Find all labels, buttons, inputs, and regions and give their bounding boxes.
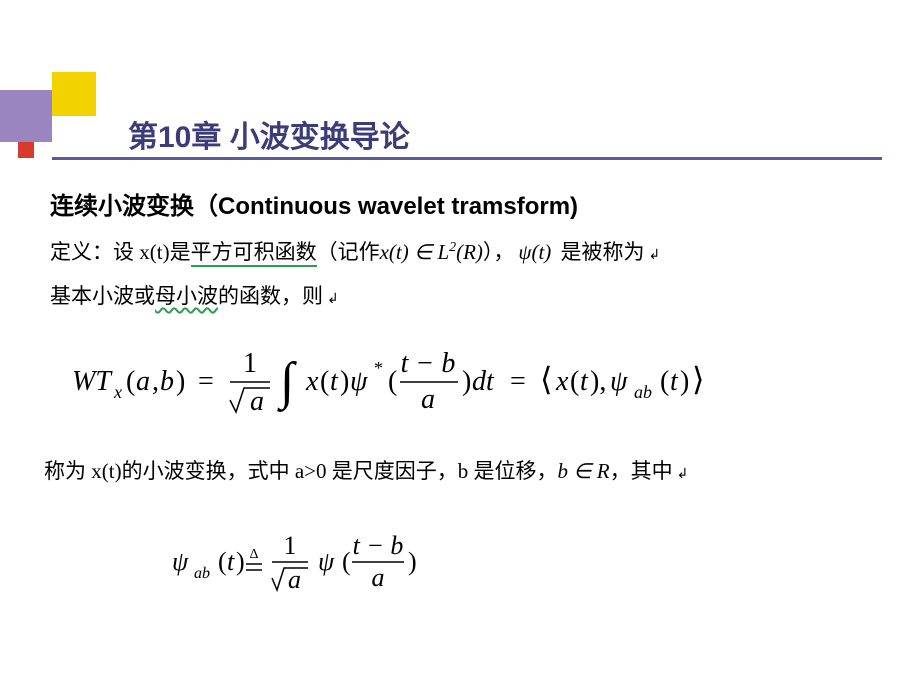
svg-text:(: ( xyxy=(126,366,135,397)
svg-text:ab: ab xyxy=(634,382,652,402)
paragraph-mark-1: ↲ xyxy=(649,248,661,263)
def-a: 定义：设 x(t)是 xyxy=(50,240,191,264)
svg-text:(: ( xyxy=(320,366,329,397)
def-d: ）， xyxy=(483,240,515,264)
definition-line-2: 基本小波或母小波的函数，则 ↲ xyxy=(50,280,339,314)
def2-c: 的函数，则 xyxy=(218,284,323,308)
def-c: （记作 xyxy=(317,240,380,264)
svg-text:(: ( xyxy=(570,366,579,397)
svg-text:1: 1 xyxy=(243,348,257,379)
title-underline-bar xyxy=(52,157,882,160)
svg-text:): ) xyxy=(408,547,417,576)
section-subtitle: 连续小波变换（Continuous wavelet tramsform) xyxy=(50,186,578,221)
def-wavy: 母小波 xyxy=(155,284,218,308)
chapter-title: 第10章 小波变换导论 xyxy=(128,112,410,156)
def2-a: 基本小波或 xyxy=(50,284,155,308)
svg-text:t: t xyxy=(227,547,235,576)
svg-text:ψ: ψ xyxy=(172,547,189,576)
post-equation-text: 称为 x(t)的小波变换，式中 a>0 是尺度因子，b 是位移，b ∈ R，其中… xyxy=(44,455,688,489)
svg-text:⟨: ⟨ xyxy=(540,361,552,397)
svg-text:): ) xyxy=(462,366,471,397)
svg-text:): ) xyxy=(176,366,185,397)
svg-text:*: * xyxy=(374,358,383,378)
post-b: ，其中 xyxy=(610,459,673,483)
svg-text:t: t xyxy=(670,366,679,397)
svg-text:): ) xyxy=(236,547,245,576)
psi-ab-definition-equation: ψ ab ( t ) Δ 1 a ψ ( t − b a ) xyxy=(172,524,462,596)
def-psi-t: ψ(t) xyxy=(518,240,551,264)
def-math-xt: x(t) ∈ L2(R) xyxy=(380,240,483,264)
svg-text:=: = xyxy=(198,366,214,397)
svg-text:): ) xyxy=(340,366,349,397)
svg-text:t − b: t − b xyxy=(401,348,456,379)
red-square xyxy=(18,142,34,158)
paragraph-mark-3: ↲ xyxy=(677,467,689,482)
svg-text:WT: WT xyxy=(72,366,113,397)
svg-text:b: b xyxy=(160,366,174,397)
svg-text:(: ( xyxy=(388,366,397,397)
svg-text:ψ: ψ xyxy=(350,366,368,397)
title-suffix: 章 小波变换导论 xyxy=(191,121,409,154)
wavelet-transform-equation: WT x ( a , b ) = 1 a ∫ x ( t ) ψ * ( t −… xyxy=(72,340,862,420)
svg-text:dt: dt xyxy=(472,366,495,397)
svg-text:a: a xyxy=(250,386,264,417)
svg-text:(: ( xyxy=(218,547,227,576)
svg-text:a: a xyxy=(136,366,150,397)
corner-decoration xyxy=(0,72,100,182)
def-e: 是被称为 xyxy=(555,240,644,264)
purple-square xyxy=(0,90,52,142)
post-a: 称为 x(t)的小波变换，式中 a>0 是尺度因子，b 是位移， xyxy=(44,459,557,483)
title-prefix: 第 xyxy=(128,121,158,154)
svg-text:x: x xyxy=(555,366,569,397)
yellow-square xyxy=(52,72,96,116)
def-underlined-1: 平方可积函数 xyxy=(191,240,317,267)
svg-text:),: ), xyxy=(590,366,606,397)
svg-text:x: x xyxy=(305,366,319,397)
svg-text:t: t xyxy=(580,366,589,397)
svg-text:x: x xyxy=(113,382,122,402)
svg-text:t: t xyxy=(330,366,339,397)
svg-text:∫: ∫ xyxy=(277,353,297,412)
svg-text:=: = xyxy=(510,366,526,397)
svg-text:⟩: ⟩ xyxy=(692,361,704,397)
svg-text:a: a xyxy=(372,563,385,592)
subtitle-en: Continuous wavelet tramsform) xyxy=(218,193,578,220)
svg-text:(: ( xyxy=(342,547,351,576)
svg-text:ψ: ψ xyxy=(318,547,335,576)
paragraph-mark-2: ↲ xyxy=(327,292,339,307)
svg-text:,: , xyxy=(152,366,159,397)
svg-text:): ) xyxy=(680,366,689,397)
svg-text:Δ: Δ xyxy=(249,547,258,562)
svg-text:a: a xyxy=(421,384,435,415)
svg-text:ψ: ψ xyxy=(610,366,628,397)
svg-text:a: a xyxy=(288,565,301,594)
post-math: b ∈ R xyxy=(557,459,609,483)
subtitle-cn: 连续小波变换（ xyxy=(50,193,218,220)
definition-line-1: 定义：设 x(t)是平方可积函数（记作x(t) ∈ L2(R)），ψ(t) 是被… xyxy=(50,236,660,270)
svg-text:1: 1 xyxy=(284,531,297,560)
svg-text:ab: ab xyxy=(194,565,210,582)
svg-text:t − b: t − b xyxy=(353,531,404,560)
svg-text:(: ( xyxy=(660,366,669,397)
chapter-number: 10 xyxy=(158,121,191,154)
